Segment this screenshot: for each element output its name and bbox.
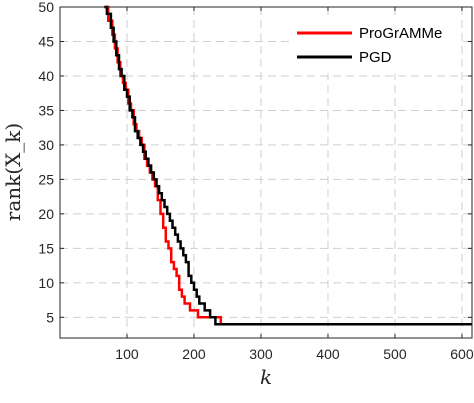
legend-box [289, 16, 462, 74]
y-tick-label: 10 [38, 275, 54, 291]
y-tick-label: 15 [38, 240, 54, 256]
series-group [104, 5, 472, 326]
y-tick-label: 25 [38, 171, 54, 187]
x-tick-label: 500 [383, 346, 407, 362]
y-tick-label: 45 [38, 33, 54, 49]
x-tick-label: 400 [316, 346, 340, 362]
y-tick-label: 30 [38, 137, 54, 153]
y-tick-label: 40 [38, 68, 54, 84]
y-axis-label-text: rank(X_k) [1, 123, 25, 221]
legend-label-pgd: PGD [359, 49, 392, 66]
series-line-programme [105, 5, 472, 326]
y-tick-label: 35 [38, 102, 54, 118]
x-axis-label: k [260, 365, 272, 389]
y-axis-label: rank(X_k) [1, 123, 25, 221]
x-tick-labels: 100 200 300 400 500 600 [115, 346, 474, 362]
series-line-pgd [104, 5, 472, 326]
legend: ProGrAMMe PGD [289, 16, 462, 74]
y-tick-label: 5 [46, 309, 54, 325]
y-tick-label: 50 [38, 0, 54, 15]
plot-frame [59, 6, 473, 339]
ticks [60, 6, 472, 338]
y-tick-label: 20 [38, 206, 54, 222]
x-tick-label: 200 [182, 346, 206, 362]
x-tick-label: 100 [115, 346, 139, 362]
x-tick-label: 600 [450, 346, 474, 362]
x-tick-label: 300 [249, 346, 273, 362]
y-tick-labels: 5 10 15 20 25 30 35 40 45 50 [38, 0, 54, 325]
legend-label-programme: ProGrAMMe [359, 25, 442, 42]
